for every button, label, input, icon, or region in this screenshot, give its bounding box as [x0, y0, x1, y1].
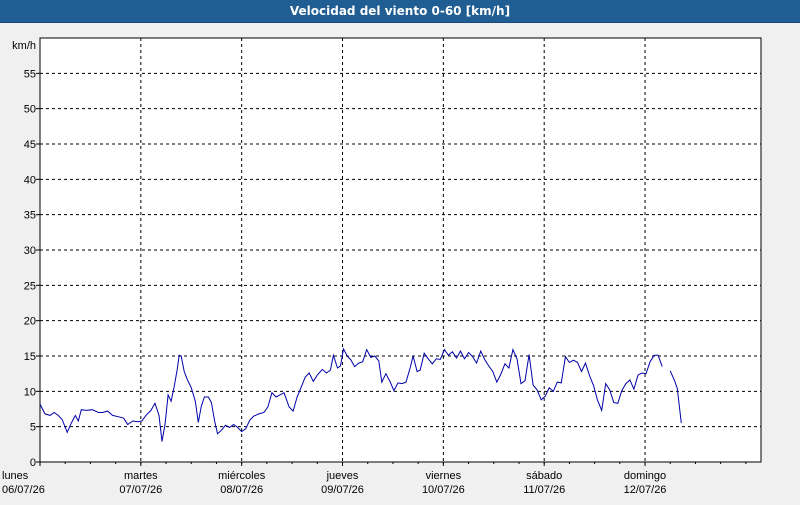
chart-title: Velocidad del viento 0-60 [km/h] [289, 4, 511, 18]
x-tick-date-label: 12/07/26 [624, 484, 667, 496]
y-tick-label: 25 [24, 280, 36, 292]
x-tick-date-label: 06/07/26 [2, 484, 45, 496]
y-tick-label: 5 [30, 422, 36, 434]
x-tick-day-label: viernes [426, 470, 462, 482]
x-tick-date-label: 07/07/26 [119, 484, 162, 496]
y-tick-label: 20 [24, 316, 36, 328]
y-tick-label: 55 [24, 68, 36, 80]
wind-speed-chart: 0 5 10 15 20 25 30 35 40 45 50 55 km/h lunes 06/07/26 m… [2, 37, 762, 496]
x-tick-day-label: sábado [526, 470, 562, 482]
chart-title-bar: Velocidad del viento 0-60 [km/h] [0, 0, 800, 23]
x-tick-date-label: 09/07/26 [321, 484, 364, 496]
axes: 0 5 10 15 20 25 30 35 40 45 50 55 km/h lunes 06/07/26 m… [2, 37, 762, 496]
series-layer [39, 347, 682, 442]
x-tick-day-label: martes [124, 470, 158, 482]
x-tick-day-label: jueves [326, 470, 359, 482]
plot-frame [39, 37, 762, 463]
y-tick-label: 35 [24, 210, 36, 222]
x-tick-date-label: 11/07/26 [523, 484, 565, 496]
wind-speed-series-line [669, 370, 682, 424]
x-tick-day-label: miércoles [218, 470, 266, 482]
chart-area: 0 5 10 15 20 25 30 35 40 45 50 55 km/h lunes 06/07/26 m… [0, 22, 800, 500]
wind-speed-series-line [39, 347, 663, 442]
x-tick-day-label: domingo [624, 470, 666, 482]
y-tick-label: 0 [30, 457, 36, 469]
y-tick-label: 50 [24, 104, 36, 116]
y-axis-unit-label: km/h [12, 40, 36, 52]
y-tick-label: 45 [24, 139, 36, 151]
y-tick-label: 30 [24, 245, 36, 257]
grid [40, 38, 761, 462]
x-tick-date-label: 08/07/26 [220, 484, 263, 496]
y-tick-label: 15 [24, 351, 36, 363]
y-tick-label: 40 [24, 174, 36, 186]
x-tick-day-label: lunes [2, 470, 29, 482]
y-tick-label: 10 [24, 386, 36, 398]
x-tick-date-label: 10/07/26 [422, 484, 465, 496]
